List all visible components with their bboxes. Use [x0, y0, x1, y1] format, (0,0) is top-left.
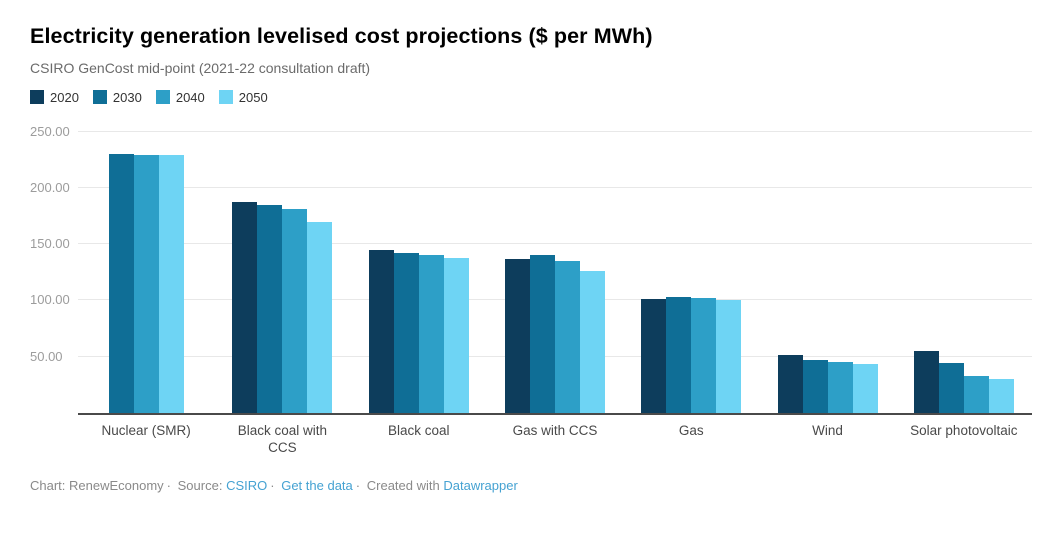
bar-2050[interactable]	[579, 271, 605, 413]
chart-area: 250.00 200.00 150.00 100.00 50.00 Nuclear (S…	[30, 124, 1032, 457]
x-axis-label-1: Nuclear (SMR)	[78, 423, 214, 457]
legend-label: 2040	[175, 89, 205, 105]
x-axis-label-4: Gas with CCS	[487, 423, 623, 457]
bar-2050[interactable]	[307, 221, 333, 413]
x-axis-label-5: Gas	[623, 423, 759, 457]
y-tick-label: 100.00	[30, 292, 70, 308]
x-axis-label-2: Black coal with CCS	[214, 423, 350, 457]
footer-get-data-link[interactable]: Get the data	[281, 477, 353, 493]
footer-source-link[interactable]: CSIRO	[226, 477, 268, 493]
y-tick-label: 200.00	[30, 180, 70, 195]
bar-2020[interactable]	[504, 258, 530, 413]
footer: Chart: RenewEconomy · Source: CSIRO · Get …	[30, 478, 1032, 493]
footer-credit: Chart: RenewEconomy	[30, 477, 164, 493]
legend-item-2050: 2050	[218, 89, 268, 105]
plot-area: 250.00 200.00 150.00 100.00 50.00	[30, 124, 1032, 415]
bar-2040[interactable]	[827, 362, 853, 413]
bar-2030[interactable]	[529, 255, 555, 413]
bar-2030[interactable]	[393, 253, 419, 413]
bar-2020[interactable]	[777, 355, 803, 413]
bar-2030[interactable]	[666, 297, 692, 413]
bar-2040[interactable]	[418, 255, 444, 413]
bar-2030[interactable]	[938, 363, 964, 413]
bar-group-2	[214, 132, 350, 413]
x-axis-label-7: Solar photovoltaic	[896, 423, 1032, 457]
bar-2020[interactable]	[232, 201, 258, 413]
legend-swatch-icon	[155, 90, 170, 105]
footer-created-link[interactable]: Datawrapper	[443, 477, 518, 493]
x-axis-label-text: Solar photovoltaic	[910, 422, 1018, 438]
bar-2050[interactable]	[852, 364, 878, 413]
bar-2050[interactable]	[716, 300, 742, 413]
bar-group-4	[487, 132, 623, 413]
bar-2040[interactable]	[963, 375, 989, 413]
bar-group-7	[896, 132, 1032, 413]
bar-2050[interactable]	[158, 155, 184, 413]
legend: 2020 2030 2040 2050	[30, 90, 1032, 105]
legend-label: 2020	[50, 89, 79, 105]
footer-source-label: Source:	[177, 477, 223, 493]
bar-2030[interactable]	[257, 204, 283, 413]
bar-2030[interactable]	[108, 154, 134, 413]
legend-item-2020: 2020	[30, 90, 79, 105]
bar-2040[interactable]	[691, 298, 717, 413]
footer-separator: ·	[355, 477, 361, 493]
x-axis-label-text: Nuclear (SMR)	[101, 422, 191, 438]
gridline-150: 150.00	[30, 236, 1032, 251]
footer-separator: ·	[270, 477, 275, 493]
y-tick-label: 50.00	[30, 348, 63, 364]
x-axis-label-6: Wind	[759, 423, 895, 457]
x-axis-label-text: Black coal	[387, 422, 450, 438]
x-axis-label-text: Black coal with CCS	[237, 422, 328, 455]
bar-group-1	[78, 132, 214, 413]
bar-2020[interactable]	[368, 249, 394, 413]
bar-2040[interactable]	[133, 155, 159, 413]
bar-2020[interactable]	[641, 299, 667, 413]
x-axis-label-text: Wind	[812, 422, 843, 438]
legend-item-2030: 2030	[92, 89, 142, 105]
y-tick-label: 250.00	[30, 123, 70, 139]
bar-2050[interactable]	[443, 257, 469, 413]
bar-2040[interactable]	[554, 261, 580, 413]
legend-swatch-icon	[30, 90, 44, 105]
footer-separator: ·	[166, 477, 172, 493]
x-axis-label-text: Gas	[678, 422, 704, 438]
bar-group-6	[759, 132, 895, 413]
legend-swatch-icon	[218, 90, 233, 105]
chart-subtitle: CSIRO GenCost mid-point (2021-22 consult…	[30, 59, 371, 76]
chart-title: Electricity generation levelised cost pr…	[30, 24, 653, 48]
legend-label: 2030	[112, 89, 142, 105]
bar-group-5	[623, 132, 759, 413]
bar-2040[interactable]	[282, 209, 308, 413]
gridline-250: 250.00	[30, 124, 1032, 139]
legend-item-2040: 2040	[155, 89, 205, 105]
legend-swatch-icon	[92, 90, 107, 105]
x-axis-labels: Nuclear (SMR) Black coal with CCS Black co…	[78, 423, 1032, 457]
bar-2050[interactable]	[988, 379, 1014, 413]
bar-2020[interactable]	[913, 350, 939, 413]
legend-label: 2050	[238, 89, 268, 105]
bar-2030[interactable]	[802, 359, 828, 413]
bar-group-3	[351, 132, 487, 413]
x-axis-label-text: Gas with CCS	[512, 422, 598, 438]
gridline-200: 200.00	[30, 180, 1032, 195]
y-tick-label: 150.00	[30, 236, 70, 252]
x-axis-label-3: Black coal	[351, 423, 487, 457]
footer-created-label: Created with	[366, 477, 440, 493]
